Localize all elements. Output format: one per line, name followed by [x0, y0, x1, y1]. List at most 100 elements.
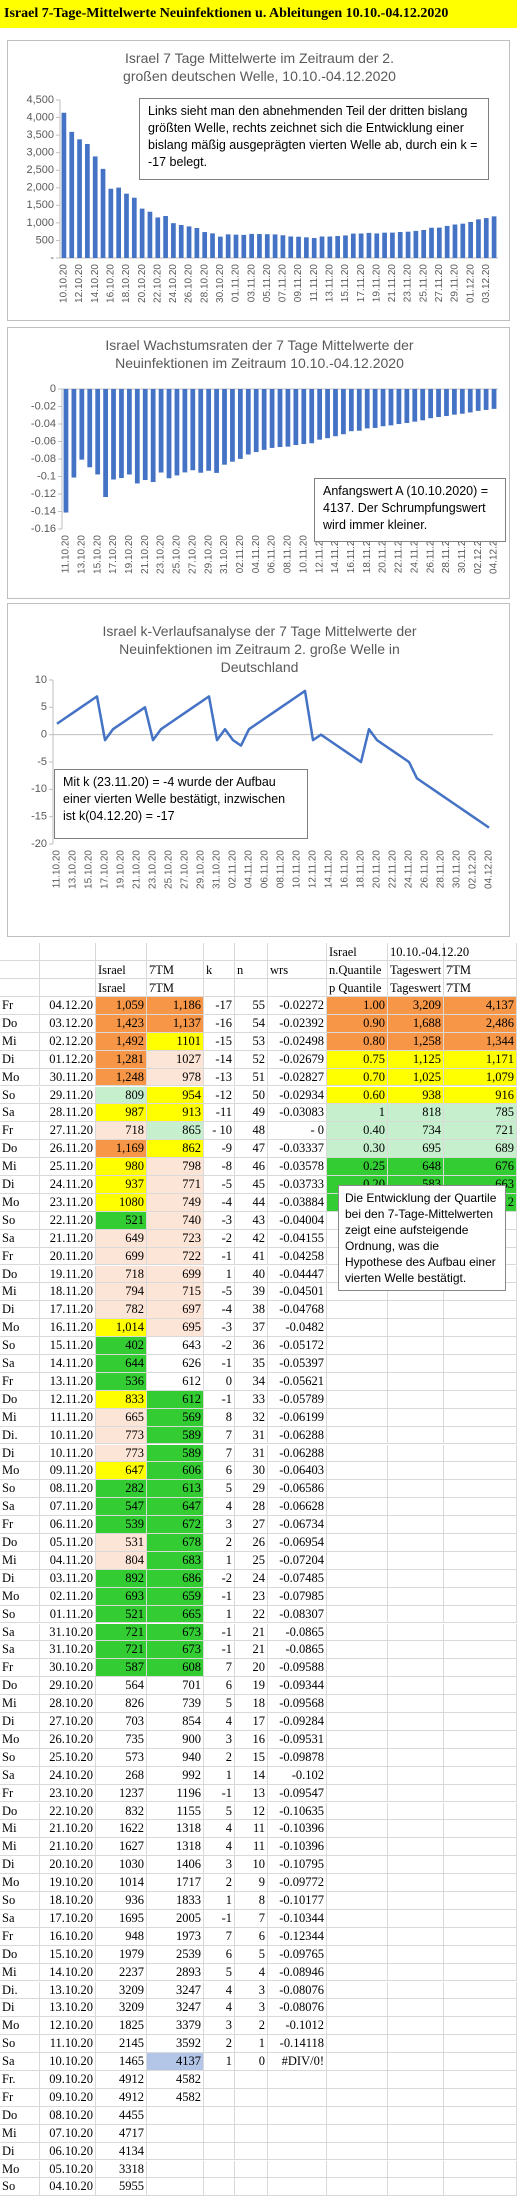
empty-cell [327, 1641, 388, 1660]
empty-cell [444, 1784, 517, 1803]
table-cell: 3 [204, 1856, 235, 1875]
x-tick-label: 15.10.20 [84, 850, 95, 889]
table-cell: -15 [204, 1032, 235, 1051]
table-cell: 14.10.20 [40, 1963, 96, 1982]
table-cell: 44 [235, 1193, 268, 1212]
bar [366, 232, 372, 258]
bar [158, 389, 164, 473]
table-cell: 3,209 [388, 997, 444, 1015]
bar [210, 233, 215, 258]
empty-cell [40, 979, 96, 997]
empty-cell [388, 1283, 444, 1302]
empty-cell [444, 2053, 517, 2071]
table-cell: 28 [235, 1498, 268, 1517]
empty-cell [388, 1444, 444, 1463]
table-cell: 27.10.20 [40, 1713, 96, 1731]
table-cell: 531 [96, 1534, 147, 1552]
table-cell: 0.80 [327, 1032, 388, 1051]
table-cell: 0.40 [327, 1122, 388, 1141]
y-tick-label: 0 [50, 383, 56, 395]
table-cell: 1155 [147, 1802, 204, 1821]
empty-cell [388, 1605, 444, 1624]
table-cell: 6 [235, 1927, 268, 1946]
table-cell: 49 [235, 1104, 268, 1123]
table-cell: 5 [204, 1480, 235, 1499]
table-cell: -0.05172 [268, 1337, 327, 1355]
table-cell: 749 [147, 1193, 204, 1212]
bar [108, 188, 114, 258]
table-cell: 09.11.20 [40, 1462, 96, 1481]
table-cell: 1196 [147, 1784, 204, 1803]
empty-cell [327, 2178, 388, 2197]
table-cell: So [0, 1748, 40, 1767]
table-cell: 647 [96, 1462, 147, 1481]
table-cell: 7 [204, 1444, 235, 1463]
empty-cell [268, 2142, 327, 2161]
empty-cell [388, 1372, 444, 1391]
table-cell: 1,125 [388, 1050, 444, 1069]
table-cell: 721 [96, 1641, 147, 1660]
empty-cell [327, 1372, 388, 1391]
bar [301, 389, 307, 445]
empty-cell [327, 1390, 388, 1409]
bar [412, 389, 418, 422]
x-tick-label: 30.11.20 [452, 850, 463, 889]
table-cell: 1318 [147, 1820, 204, 1839]
bar [272, 234, 278, 258]
table-cell: Mi [0, 1032, 40, 1051]
x-tick-label: 11.10.20 [61, 535, 72, 574]
table-cell: 10.10.-04.12.20 [388, 943, 470, 961]
empty-cell [268, 979, 327, 997]
table-cell: 22.10.20 [40, 1802, 96, 1821]
bar [335, 236, 341, 258]
empty-cell [388, 1695, 444, 1713]
empty-cell [444, 1927, 517, 1946]
bar [483, 218, 489, 258]
bar [95, 389, 101, 475]
bar [296, 236, 301, 258]
table-cell: 1,423 [96, 1014, 147, 1033]
empty-cell [444, 2035, 517, 2054]
table-cell: -0.08946 [268, 1963, 327, 1982]
table-cell: 38 [235, 1301, 268, 1320]
empty-cell [327, 1408, 388, 1427]
bar [155, 217, 161, 258]
bar [325, 389, 330, 439]
table-cell: 978 [147, 1068, 204, 1087]
table-cell: 13.10.20 [40, 1981, 96, 2000]
table-cell: 773 [96, 1426, 147, 1445]
empty-cell [388, 1337, 444, 1355]
table-cell: Fr [0, 1122, 40, 1141]
empty-cell [327, 1945, 388, 1964]
table-cell: -8 [204, 1158, 235, 1176]
table-cell: Mo [0, 1462, 40, 1481]
table-cell: Mo [0, 1319, 40, 1338]
table-cell: -9 [204, 1140, 235, 1159]
empty-cell [388, 1319, 444, 1338]
bar [233, 234, 239, 258]
table-cell: 2145 [96, 2035, 147, 2054]
table-cell: n.Quantile [327, 961, 388, 979]
table-cell: 626 [147, 1355, 204, 1373]
empty-cell [327, 1713, 388, 1731]
table-cell: 2005 [147, 1909, 204, 1928]
table-cell: 785 [444, 1104, 517, 1123]
x-tick-label: 21.10.20 [132, 850, 143, 889]
bar [127, 389, 132, 475]
empty-cell [388, 1784, 444, 1803]
table-cell: -0.04768 [268, 1301, 327, 1320]
table-cell: 723 [147, 1229, 204, 1248]
x-tick-label: 07.11.20 [278, 264, 289, 303]
y-tick-label: 500 [36, 234, 54, 246]
x-tick-label: 03.11.20 [246, 264, 257, 303]
bar [358, 233, 364, 258]
empty-cell [444, 2106, 517, 2125]
table-cell: 6 [204, 1677, 235, 1696]
x-tick-label: 31.10.20 [219, 535, 230, 574]
y-tick-label: -0.08 [31, 453, 56, 465]
empty-cell [327, 1784, 388, 1803]
table-cell: 24.10.20 [40, 1766, 96, 1785]
table-cell: 672 [147, 1516, 204, 1534]
empty-cell [327, 1677, 388, 1696]
bar [304, 237, 309, 258]
